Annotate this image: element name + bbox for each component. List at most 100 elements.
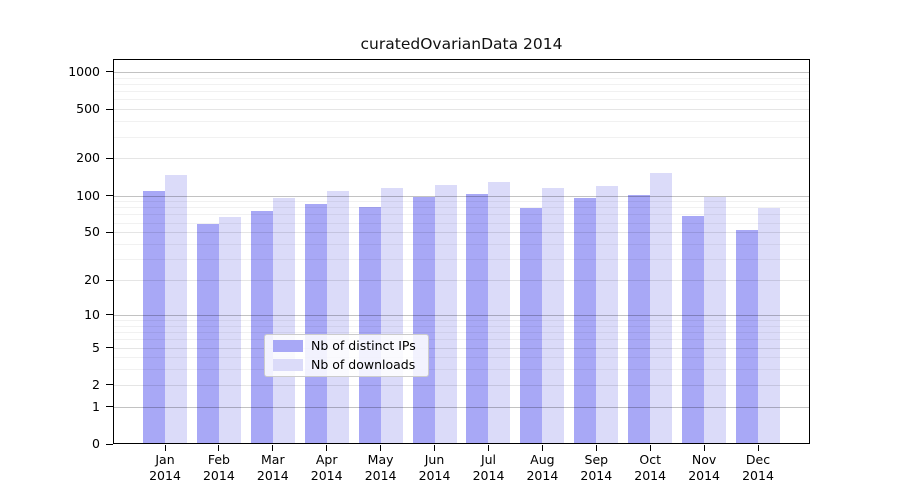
bar-ips-sep bbox=[574, 198, 597, 443]
legend-label-downloads: Nb of downloads bbox=[311, 357, 416, 372]
x-tick-label-feb: Feb 2014 bbox=[202, 452, 235, 483]
x-tick bbox=[218, 445, 220, 451]
bar-downloads-nov bbox=[704, 196, 727, 443]
legend-swatch-downloads-icon bbox=[273, 359, 303, 371]
bar-downloads-sep bbox=[596, 185, 619, 443]
y-tick-label: 1 bbox=[92, 398, 100, 414]
x-tick-label-nov: Nov 2014 bbox=[688, 452, 720, 483]
bar-downloads-apr bbox=[326, 190, 349, 443]
legend-item-downloads: Nb of downloads bbox=[273, 357, 428, 373]
chart-title: curatedOvarianData 2014 bbox=[360, 35, 563, 53]
gridline-3 bbox=[114, 369, 809, 371]
y-tick bbox=[106, 384, 113, 386]
y-tick-label: 5 bbox=[92, 339, 100, 355]
y-tick-label: 1000 bbox=[68, 63, 100, 79]
gridline-5 bbox=[114, 347, 809, 349]
y-tick bbox=[106, 314, 113, 316]
x-tick bbox=[488, 445, 489, 451]
x-tick bbox=[434, 445, 435, 451]
bar-downloads-jan bbox=[165, 175, 187, 443]
gridline-6 bbox=[114, 339, 809, 341]
plot-area bbox=[113, 59, 810, 444]
gridline-500 bbox=[114, 109, 809, 111]
x-tick bbox=[272, 445, 274, 451]
bar-ips-aug bbox=[520, 207, 543, 443]
bars-layer bbox=[114, 60, 809, 443]
gridline-700 bbox=[114, 91, 809, 93]
x-tick-label-dec: Dec 2014 bbox=[742, 452, 774, 483]
grid-layer bbox=[114, 60, 809, 443]
y-tick-label: 200 bbox=[76, 150, 100, 166]
legend-item-distinct-ips: Nb of distinct IPs bbox=[273, 338, 428, 354]
bar-downloads-may bbox=[380, 187, 403, 443]
gridline-40 bbox=[114, 244, 809, 245]
y-tick bbox=[106, 406, 113, 408]
y-tick-label: 500 bbox=[76, 101, 100, 117]
x-tick-label-oct: Oct 2014 bbox=[634, 452, 667, 483]
x-tick bbox=[164, 445, 166, 451]
bar-ips-jan bbox=[143, 190, 165, 443]
y-tick-label: 20 bbox=[84, 272, 100, 287]
bar-downloads-feb bbox=[218, 216, 241, 443]
gridline-70 bbox=[114, 214, 809, 216]
y-tick-label: 50 bbox=[84, 224, 100, 240]
gridline-30 bbox=[114, 259, 809, 261]
gridline-9 bbox=[114, 320, 809, 321]
bar-downloads-jun bbox=[434, 184, 457, 443]
gridline-60 bbox=[114, 222, 809, 224]
bar-ips-may bbox=[358, 207, 381, 443]
legend: Nb of distinct IPs Nb of downloads bbox=[264, 334, 429, 377]
gridline-100 bbox=[114, 195, 809, 197]
x-tick bbox=[326, 445, 328, 451]
x-tick bbox=[649, 445, 651, 451]
bar-downloads-jul bbox=[488, 181, 511, 443]
gridline-7 bbox=[114, 332, 809, 333]
bar-ips-oct bbox=[628, 194, 651, 443]
bar-ips-jul bbox=[466, 193, 489, 443]
bar-ips-dec bbox=[736, 230, 758, 443]
gridline-400 bbox=[114, 121, 809, 123]
y-tick bbox=[106, 347, 113, 348]
bar-downloads-oct bbox=[650, 172, 673, 443]
bar-ips-mar bbox=[250, 211, 273, 443]
bar-downloads-mar bbox=[272, 198, 295, 443]
x-tick-label-may: May 2014 bbox=[364, 452, 397, 483]
x-tick bbox=[541, 445, 543, 451]
gridline-50 bbox=[114, 232, 809, 234]
gridline-4 bbox=[114, 357, 809, 359]
y-tick bbox=[106, 443, 113, 445]
y-tick bbox=[106, 231, 113, 233]
gridline-900 bbox=[114, 77, 809, 79]
legend-label-distinct-ips: Nb of distinct IPs bbox=[311, 338, 416, 353]
bar-ips-feb bbox=[196, 224, 219, 443]
gridline-8 bbox=[114, 325, 809, 327]
x-tick-label-sep: Sep 2014 bbox=[580, 452, 613, 483]
x-tick-label-jul: Jul 2014 bbox=[472, 452, 505, 483]
legend-swatch-distinct-ips-icon bbox=[273, 340, 303, 352]
x-tick bbox=[703, 445, 705, 451]
gridline-200 bbox=[114, 158, 809, 160]
x-tick-label-apr: Apr 2014 bbox=[310, 452, 343, 483]
x-tick-label-jan: Jan 2014 bbox=[149, 452, 181, 483]
y-tick-label: 2 bbox=[92, 376, 100, 392]
x-tick bbox=[757, 445, 759, 451]
bar-downloads-aug bbox=[542, 188, 565, 443]
gridline-1000 bbox=[114, 71, 809, 73]
gridline-10 bbox=[114, 314, 809, 316]
y-tick-label: 10 bbox=[84, 306, 100, 322]
x-tick-label-aug: Aug 2014 bbox=[526, 452, 559, 483]
x-tick bbox=[380, 445, 382, 451]
y-tick-label: 0 bbox=[92, 436, 100, 451]
gridline-20 bbox=[114, 280, 809, 281]
gridline-800 bbox=[114, 83, 809, 85]
bar-downloads-dec bbox=[758, 207, 780, 443]
x-tick-label-jun: Jun 2014 bbox=[418, 452, 451, 483]
x-tick bbox=[595, 445, 597, 451]
bar-ips-nov bbox=[682, 215, 705, 443]
y-tick bbox=[106, 71, 113, 73]
bar-ips-jun bbox=[412, 196, 435, 443]
y-tick bbox=[106, 157, 113, 159]
y-tick bbox=[106, 279, 113, 281]
x-tick-label-mar: Mar 2014 bbox=[256, 452, 289, 483]
